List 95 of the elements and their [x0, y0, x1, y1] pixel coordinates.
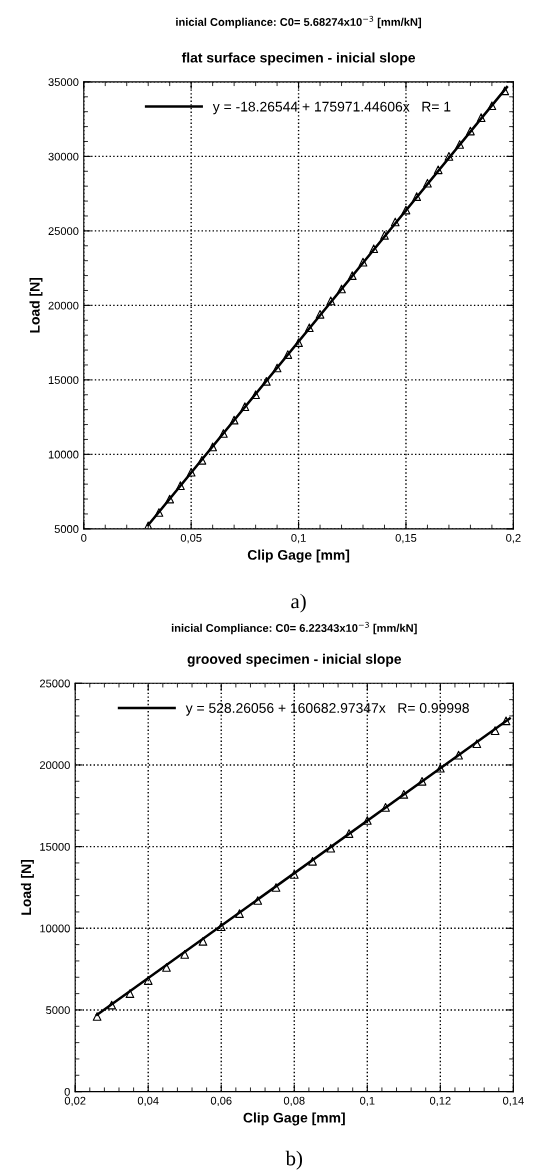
- x-tick-label: 0,12: [429, 1096, 451, 1106]
- y-tick-label: 20000: [39, 761, 70, 770]
- point: [197, 455, 207, 465]
- point: [219, 429, 228, 438]
- legend-label: y = -18.26544 + 175971.44606x R= 1: [212, 101, 451, 115]
- point: [315, 309, 325, 319]
- point: [347, 271, 357, 280]
- point: [326, 296, 336, 306]
- point: [198, 936, 208, 946]
- point: [186, 467, 196, 477]
- point: [433, 165, 443, 175]
- y-tick-label: 5000: [46, 1006, 70, 1015]
- point: [165, 494, 175, 504]
- point: [208, 442, 218, 452]
- y-tick-label: 35000: [48, 78, 79, 87]
- point: [444, 152, 454, 161]
- point: [455, 140, 465, 149]
- point: [454, 750, 463, 760]
- point: [466, 126, 475, 136]
- point: [107, 1000, 117, 1010]
- point: [417, 776, 427, 786]
- y-tick-label: 25000: [48, 227, 79, 236]
- point: [235, 909, 244, 918]
- point: [490, 726, 500, 736]
- point: [251, 390, 260, 400]
- point: [125, 989, 135, 998]
- point: [380, 230, 389, 240]
- x-axis-title: Clip Gage [mm]: [243, 1112, 345, 1126]
- point: [289, 870, 299, 879]
- x-tick-label: 0,2: [506, 533, 521, 544]
- point: [476, 113, 486, 123]
- x-axis-title: Clip Gage [mm]: [247, 549, 350, 563]
- point: [501, 716, 511, 726]
- x-tick-label: 0: [81, 533, 87, 542]
- y-axis-title: Load [N]: [20, 860, 34, 915]
- point: [283, 350, 293, 359]
- point: [500, 86, 510, 96]
- x-tick-label: 0,06: [210, 1096, 232, 1106]
- text: a): [291, 593, 306, 613]
- point: [381, 803, 390, 812]
- point: [399, 789, 409, 799]
- point: [412, 192, 422, 201]
- point: [216, 922, 226, 932]
- point: [423, 178, 432, 188]
- point: [472, 739, 482, 749]
- point: [337, 284, 346, 294]
- y-tick-label: 25000: [39, 679, 70, 688]
- x-tick-label: 0,1: [291, 533, 306, 544]
- text: b): [285, 1150, 303, 1170]
- point: [92, 1012, 102, 1021]
- y-tick-label: 10000: [40, 924, 70, 933]
- y-tick-label: 20000: [48, 301, 79, 310]
- chart-title: inicial Compliance: C0= 6.22343x10$^{−3}$ [mm/kN]: [171, 621, 417, 635]
- point: [308, 856, 317, 866]
- y-tick-label: 5000: [54, 525, 79, 533]
- point: [487, 101, 497, 111]
- point: [369, 244, 379, 254]
- x-tick-label: 0,04: [137, 1096, 159, 1106]
- y-tick-label: 15000: [40, 842, 70, 851]
- y-tick-label: 0: [64, 1087, 70, 1096]
- point: [154, 508, 164, 517]
- x-tick-label: 0,02: [64, 1096, 86, 1106]
- point: [240, 402, 250, 412]
- point: [435, 763, 445, 773]
- x-tick-label: 0,08: [283, 1096, 305, 1106]
- x-tick-label: 0,15: [395, 533, 417, 544]
- point: [362, 816, 372, 825]
- chart-subtitle: grooved specimen - inicial slope: [187, 653, 402, 667]
- point: [180, 950, 190, 959]
- point: [390, 217, 400, 227]
- legend-label: y = 528.26056 + 160682.97347x R= 0.99998: [185, 703, 469, 716]
- y-tick-label: 10000: [48, 450, 79, 459]
- point: [143, 521, 153, 529]
- y-axis-title: Load [N]: [29, 277, 43, 333]
- point: [229, 415, 239, 425]
- point: [326, 843, 336, 853]
- point: [344, 829, 354, 838]
- x-tick-label: 0,14: [502, 1096, 524, 1106]
- chart-subtitle: flat surface specimen - inicial slope: [181, 52, 416, 66]
- chart-title: inicial Compliance: C0= 5.68274x10$^{−3}$ [mm/kN]: [176, 15, 422, 29]
- y-tick-label: 30000: [48, 152, 79, 161]
- x-tick-label: 0,1: [360, 1096, 375, 1106]
- point: [261, 376, 271, 386]
- point: [401, 205, 411, 215]
- y-tick-label: 15000: [48, 376, 79, 384]
- point: [272, 363, 282, 373]
- point: [162, 963, 171, 972]
- point: [253, 896, 263, 905]
- point: [271, 883, 281, 892]
- point: [358, 257, 368, 267]
- point: [304, 323, 314, 333]
- x-tick-label: 0,05: [180, 533, 202, 544]
- point: [176, 481, 185, 490]
- point: [143, 976, 153, 985]
- point: [294, 338, 303, 347]
